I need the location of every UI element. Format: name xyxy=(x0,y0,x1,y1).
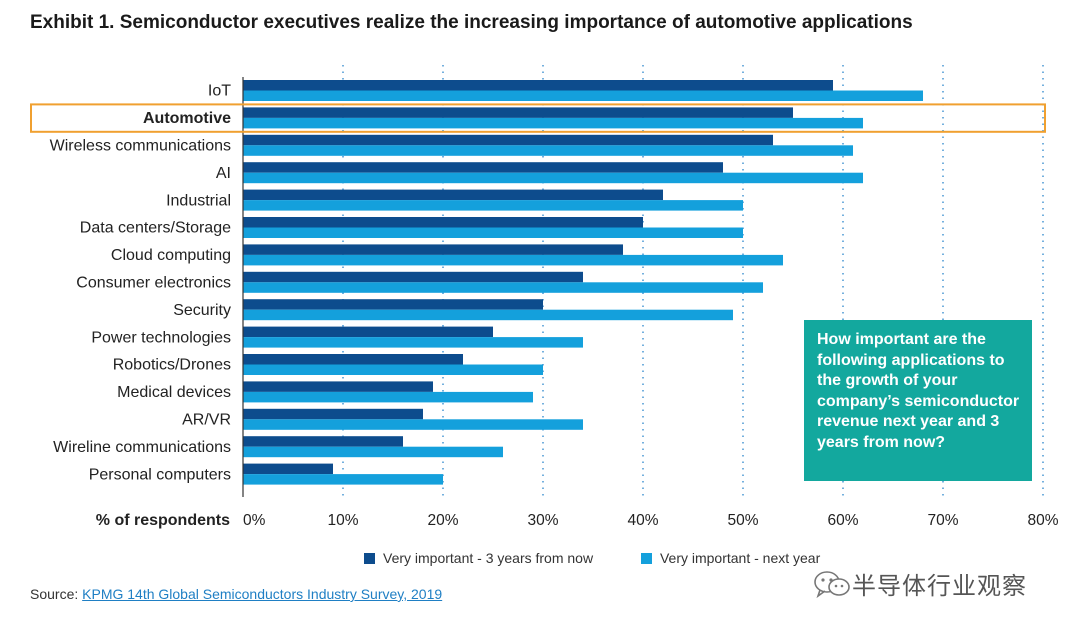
bar-next xyxy=(243,474,443,485)
highlight-box xyxy=(30,103,1046,133)
source-note: Source: KPMG 14th Global Semiconductors … xyxy=(30,586,442,602)
bar-next xyxy=(243,172,863,184)
bar-next xyxy=(243,309,733,321)
x-tick-label: 70% xyxy=(927,512,958,529)
category-label: Personal computers xyxy=(89,466,231,483)
bar-3yr xyxy=(243,134,773,146)
watermark: 半导体行业观察 xyxy=(812,566,1027,601)
category-label: Wireline communications xyxy=(53,439,231,456)
bar-next xyxy=(243,364,543,375)
bar-chart: IoT Automotive Wireless communications AI In… xyxy=(30,65,1059,529)
bar-next xyxy=(243,145,853,156)
category-label: Robotics/Drones xyxy=(113,357,231,374)
category-label: Medical devices xyxy=(117,384,231,401)
x-tick-label: 80% xyxy=(1027,512,1058,529)
x-tick-label: 0% xyxy=(243,512,266,529)
bars xyxy=(243,80,923,485)
category-label: Industrial xyxy=(166,192,231,209)
bar-next xyxy=(243,227,743,238)
bar-3yr xyxy=(243,217,643,228)
bar-3yr xyxy=(243,244,623,255)
category-label: Wireless communications xyxy=(50,138,231,155)
x-tick-label: 30% xyxy=(527,512,558,529)
category-label: Security xyxy=(173,302,231,319)
x-tick-label: 40% xyxy=(627,512,658,529)
source-prefix: Source: xyxy=(30,586,79,602)
category-label: AI xyxy=(216,165,231,182)
x-tick-label: 10% xyxy=(327,512,358,529)
bar-next xyxy=(243,200,743,211)
bar-next xyxy=(243,419,583,430)
x-tick-label: 20% xyxy=(427,512,458,529)
category-label: Automotive xyxy=(143,110,231,127)
legend-swatch-3yr xyxy=(364,552,375,564)
bar-3yr xyxy=(243,162,723,173)
bar-next xyxy=(243,337,583,348)
bar-3yr xyxy=(243,436,403,447)
bar-next xyxy=(243,254,783,266)
bar-3yr xyxy=(243,189,663,201)
legend-label-next: Very important - next year xyxy=(659,550,821,566)
bar-3yr xyxy=(243,326,493,338)
bar-3yr xyxy=(243,107,793,118)
legend-item-next: Very important - next year xyxy=(640,550,821,566)
chart-title: Exhibit 1. Semiconductor executives real… xyxy=(30,12,913,33)
bar-3yr xyxy=(243,381,433,392)
watermark-text: 半导体行业观察 xyxy=(852,573,1027,600)
category-label: Power technologies xyxy=(91,329,231,346)
bar-3yr xyxy=(243,299,543,310)
category-label: IoT xyxy=(208,83,231,100)
x-tick-label: 60% xyxy=(827,512,858,529)
bar-3yr xyxy=(243,463,333,475)
bar-3yr xyxy=(243,271,583,283)
legend-swatch-next xyxy=(640,552,652,564)
legend: Very important - 3 years from now Very i… xyxy=(364,550,864,567)
bar-next xyxy=(243,117,863,129)
bar-next xyxy=(243,391,533,403)
bar-next xyxy=(243,282,763,293)
legend-item-3yr: Very important - 3 years from now xyxy=(364,550,593,566)
category-labels: IoT Automotive Wireless communications AI In… xyxy=(50,83,232,484)
bar-3yr xyxy=(243,80,833,91)
x-tick-labels: 0% 10% 20% 30% 40% 50% 60% 70% 80% xyxy=(243,512,1059,529)
category-label: AR/VR xyxy=(182,412,231,429)
x-axis-title: % of respondents xyxy=(96,512,230,529)
category-label: Consumer electronics xyxy=(76,275,231,292)
bar-3yr xyxy=(243,354,463,365)
source-link[interactable]: KPMG 14th Global Semiconductors Industry… xyxy=(82,586,443,602)
x-tick-label: 50% xyxy=(727,512,758,529)
survey-question-callout: How important are the following applicat… xyxy=(804,320,1032,481)
bar-3yr xyxy=(243,408,423,420)
bar-next xyxy=(243,90,923,101)
category-label: Cloud computing xyxy=(111,247,231,264)
category-label: Data centers/Storage xyxy=(80,220,231,237)
wechat-icon xyxy=(814,570,850,598)
legend-label-3yr: Very important - 3 years from now xyxy=(383,550,594,566)
bar-next xyxy=(243,446,503,458)
